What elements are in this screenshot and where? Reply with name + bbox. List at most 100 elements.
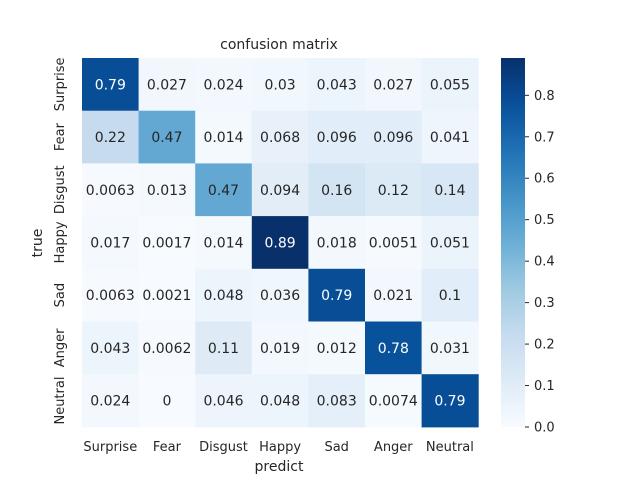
cell-value-label: 0.0074 <box>369 394 418 410</box>
heatmap-cell <box>82 216 140 270</box>
heatmap-cell <box>365 268 423 322</box>
cell-value-label: 0.043 <box>317 77 357 93</box>
heatmap-cell <box>195 268 253 322</box>
cell-value-label: 0.024 <box>90 394 130 410</box>
cell-value-label: 0.0021 <box>142 288 191 304</box>
cell-value-label: 0.027 <box>147 77 187 93</box>
heatmap-cell <box>308 321 366 375</box>
cell-value-label: 0.12 <box>378 183 409 199</box>
heatmap-cell <box>308 374 366 428</box>
heatmap-cell <box>251 321 309 375</box>
colorbar-tick-label: 0.6 <box>534 172 555 187</box>
heatmap-cell <box>365 163 423 217</box>
colorbar-tick-label: 0.2 <box>534 338 555 353</box>
cell-value-label: 0.031 <box>430 341 470 357</box>
cell-value-label: 0.021 <box>373 288 413 304</box>
heatmap-cell <box>365 110 423 164</box>
heatmap-cell <box>138 374 196 428</box>
heatmap-cells: 0.79 0.027 0.024 0.03 0.043 0.027 0.055 0.22 0.4… <box>82 58 479 428</box>
heatmap-cell <box>421 374 479 428</box>
x-tick-label: Surprise <box>83 440 137 455</box>
colorbar-tick-label: 0.5 <box>534 213 555 228</box>
cell-value-label: 0.014 <box>203 235 243 251</box>
heatmap-cell <box>195 216 253 270</box>
y-tick-labels: Surprise Fear Disgust Happy Sad Anger Neutral <box>53 57 68 424</box>
x-tick-label: Fear <box>153 440 182 455</box>
heatmap-cell <box>365 216 423 270</box>
x-axis-label: predict <box>255 459 304 475</box>
colorbar-gradient <box>501 58 525 427</box>
cell-value-label: 0.22 <box>95 130 126 146</box>
cell-value-label: 0.036 <box>260 288 300 304</box>
y-tick-label: Anger <box>53 328 68 367</box>
cell-value-label: 0.048 <box>260 394 300 410</box>
cell-value-label: 0.094 <box>260 183 300 199</box>
cell-value-label: 0.89 <box>265 235 296 251</box>
cell-value-label: 0.47 <box>208 183 239 199</box>
colorbar-tick-label: 0.7 <box>534 130 555 145</box>
colorbar-tick-label: 0.3 <box>534 296 555 311</box>
x-tick-label: Sad <box>324 440 348 455</box>
cell-value-label: 0.096 <box>373 130 413 146</box>
heatmap-cell <box>421 321 479 375</box>
heatmap-cell <box>82 163 140 217</box>
heatmap-cell <box>365 321 423 375</box>
y-tick-label: Sad <box>53 283 68 307</box>
chart-title: confusion matrix <box>220 37 338 53</box>
cell-value-label: 0.083 <box>317 394 357 410</box>
heatmap-cell <box>195 321 253 375</box>
heatmap-cell <box>82 58 140 112</box>
heatmap-cell <box>308 216 366 270</box>
heatmap-cell <box>308 58 366 112</box>
heatmap-cell <box>251 268 309 322</box>
cell-value-label: 0.055 <box>430 77 470 93</box>
x-tick-label: Disgust <box>199 440 248 455</box>
cell-value-label: 0.14 <box>434 183 465 199</box>
x-tick-labels: Surprise Fear Disgust Happy Sad Anger Neutral <box>83 440 474 455</box>
cell-value-label: 0.017 <box>90 235 130 251</box>
cell-value-label: 0 <box>162 394 171 410</box>
cell-value-label: 0.0051 <box>369 235 418 251</box>
cell-value-label: 0.014 <box>203 130 243 146</box>
cell-value-label: 0.048 <box>203 288 243 304</box>
cell-value-label: 0.79 <box>321 288 352 304</box>
heatmap-cell <box>421 110 479 164</box>
cell-value-label: 0.013 <box>147 183 187 199</box>
y-tick-label: Neutral <box>53 377 68 425</box>
x-tick-label: Anger <box>374 440 413 455</box>
cell-value-label: 0.068 <box>260 130 300 146</box>
heatmap-cell <box>138 321 196 375</box>
heatmap-cell <box>421 268 479 322</box>
heatmap-cell <box>365 58 423 112</box>
y-tick-label: Happy <box>53 221 68 263</box>
cell-value-label: 0.47 <box>151 130 182 146</box>
cell-value-label: 0.78 <box>378 341 409 357</box>
heatmap-cell <box>308 268 366 322</box>
heatmap-cell <box>421 163 479 217</box>
cell-value-label: 0.019 <box>260 341 300 357</box>
heatmap-cell <box>365 374 423 428</box>
heatmap-cell <box>138 268 196 322</box>
heatmap-cell <box>421 216 479 270</box>
cell-value-label: 0.0063 <box>86 288 135 304</box>
heatmap-cell <box>138 58 196 112</box>
heatmap-cell <box>308 163 366 217</box>
cell-value-label: 0.16 <box>321 183 352 199</box>
cell-value-label: 0.027 <box>373 77 413 93</box>
heatmap-cell <box>195 58 253 112</box>
x-tick-label: Happy <box>259 440 301 455</box>
cell-value-label: 0.0063 <box>86 183 135 199</box>
cell-value-label: 0.79 <box>95 77 126 93</box>
heatmap-cell <box>82 268 140 322</box>
colorbar-tick-label: 0.0 <box>534 421 555 436</box>
heatmap-cell <box>138 110 196 164</box>
heatmap-cell <box>251 216 309 270</box>
heatmap-cell <box>195 374 253 428</box>
heatmap-cell <box>251 110 309 164</box>
heatmap-cell <box>251 163 309 217</box>
colorbar: 0.0 0.1 0.2 0.3 0.4 0.5 0.6 0.7 0.8 <box>501 58 555 436</box>
heatmap-cell <box>308 110 366 164</box>
cell-value-label: 0.046 <box>203 394 243 410</box>
heatmap-cell <box>251 58 309 112</box>
